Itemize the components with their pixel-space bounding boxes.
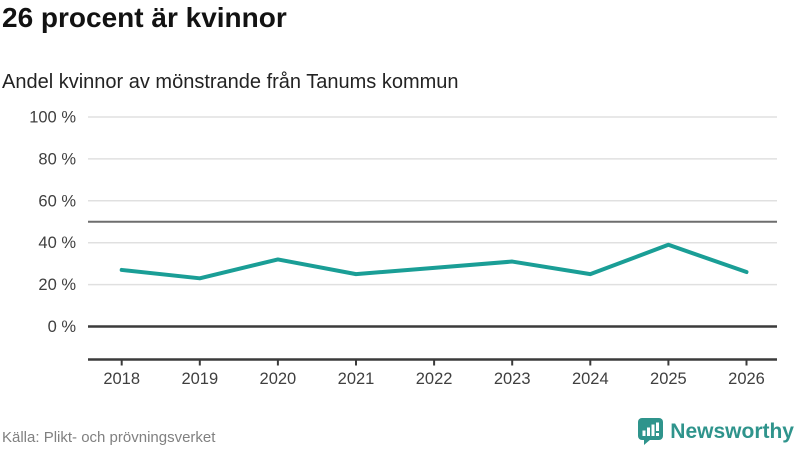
newsworthy-brand-text: Newsworthy bbox=[670, 419, 794, 443]
x-tick-label: 2023 bbox=[494, 370, 531, 388]
series-line bbox=[119, 242, 749, 281]
x-tick-label: 2025 bbox=[650, 370, 687, 388]
chart-title: 26 procent är kvinnor bbox=[2, 2, 287, 33]
chart-subtitle: Andel kvinnor av mönstrande från Tanums … bbox=[2, 71, 459, 93]
newsworthy-bubble-chart-icon bbox=[638, 418, 664, 445]
y-tick-label: 20 % bbox=[38, 276, 76, 294]
y-tick-label: 80 % bbox=[38, 150, 76, 168]
x-tick-label: 2021 bbox=[338, 370, 375, 388]
newsworthy-logo: Newsworthy bbox=[637, 417, 794, 446]
x-tick-label: 2018 bbox=[103, 370, 140, 388]
y-tick-label: 0 % bbox=[48, 318, 77, 336]
y-tick-label: 40 % bbox=[38, 234, 76, 252]
x-tick-label: 2020 bbox=[260, 370, 297, 388]
x-tick-label: 2024 bbox=[572, 370, 609, 388]
x-tick-label: 2022 bbox=[416, 370, 453, 388]
y-tick-label: 100 % bbox=[29, 109, 76, 127]
y-tick-label: 60 % bbox=[38, 192, 76, 210]
x-tick-label: 2026 bbox=[728, 370, 765, 388]
x-tick-label: 2019 bbox=[181, 370, 218, 388]
source-note: Källa: Plikt- och prövningsverket bbox=[2, 429, 216, 446]
